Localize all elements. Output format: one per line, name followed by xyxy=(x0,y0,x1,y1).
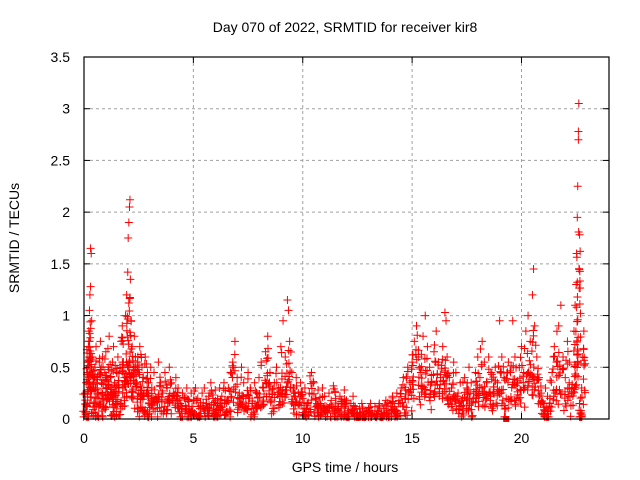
data-point xyxy=(559,373,571,415)
x-tick-label: 20 xyxy=(514,430,530,446)
data-point xyxy=(226,358,238,407)
data-point xyxy=(441,352,453,405)
data-point xyxy=(151,394,162,421)
data-point xyxy=(510,352,521,405)
data-point xyxy=(552,321,563,380)
data-point xyxy=(417,332,429,392)
data-point xyxy=(544,394,555,416)
data-point xyxy=(401,363,413,404)
y-tick-label: 2.5 xyxy=(51,152,71,168)
data-point xyxy=(264,368,275,401)
y-tick-label: 1.5 xyxy=(51,256,71,272)
data-point xyxy=(579,327,590,397)
grid-lines xyxy=(84,57,609,419)
chart-title: Day 070 of 2022, SRMTID for receiver kir… xyxy=(213,19,478,35)
data-point xyxy=(270,363,282,402)
data-point xyxy=(571,213,582,359)
x-tick-labels: 0 5 10 15 20 xyxy=(80,430,529,446)
x-tick-label: 10 xyxy=(295,430,311,446)
data-point xyxy=(573,127,585,354)
data-point xyxy=(258,383,269,409)
x-tick-label: 0 xyxy=(80,430,88,446)
y-tick-label: 1 xyxy=(62,308,70,324)
data-point xyxy=(546,368,558,411)
data-point xyxy=(437,342,448,403)
data-point xyxy=(415,368,427,409)
data-point xyxy=(456,394,468,421)
x-axis-title: GPS time / hours xyxy=(292,459,399,475)
data-point xyxy=(262,332,273,378)
y-axis-title: SRMTID / TECUs xyxy=(6,183,22,293)
y-tick-label: 3.5 xyxy=(51,49,71,65)
axis-ticks xyxy=(83,56,609,420)
x-tick-label: 5 xyxy=(189,430,197,446)
x-tick-label: 15 xyxy=(404,430,420,446)
data-point xyxy=(255,358,267,411)
data-points xyxy=(79,99,590,422)
data-point xyxy=(154,378,166,416)
plot-frame xyxy=(83,56,610,420)
data-point xyxy=(494,316,506,396)
y-tick-label: 2 xyxy=(62,204,70,220)
data-point xyxy=(172,383,184,411)
data-point xyxy=(572,99,585,341)
data-point xyxy=(387,392,398,414)
data-point xyxy=(174,399,186,421)
data-point xyxy=(340,386,351,413)
data-point xyxy=(566,383,578,421)
data-point xyxy=(426,378,438,414)
data-point xyxy=(465,378,477,410)
data-point xyxy=(154,358,165,404)
data-point xyxy=(495,352,508,398)
y-tick-label: 0.5 xyxy=(51,359,71,375)
data-point xyxy=(478,358,491,410)
data-point xyxy=(266,389,277,418)
data-point xyxy=(532,352,543,385)
y-tick-label: 3 xyxy=(62,101,70,117)
data-point xyxy=(229,337,240,397)
data-point xyxy=(282,306,295,399)
data-point xyxy=(113,383,125,419)
y-tick-labels: 0 0.5 1 1.5 2 2.5 3 3.5 xyxy=(51,49,71,427)
data-point xyxy=(480,378,491,411)
data-point xyxy=(463,363,475,398)
y-tick-label: 0 xyxy=(62,411,70,427)
